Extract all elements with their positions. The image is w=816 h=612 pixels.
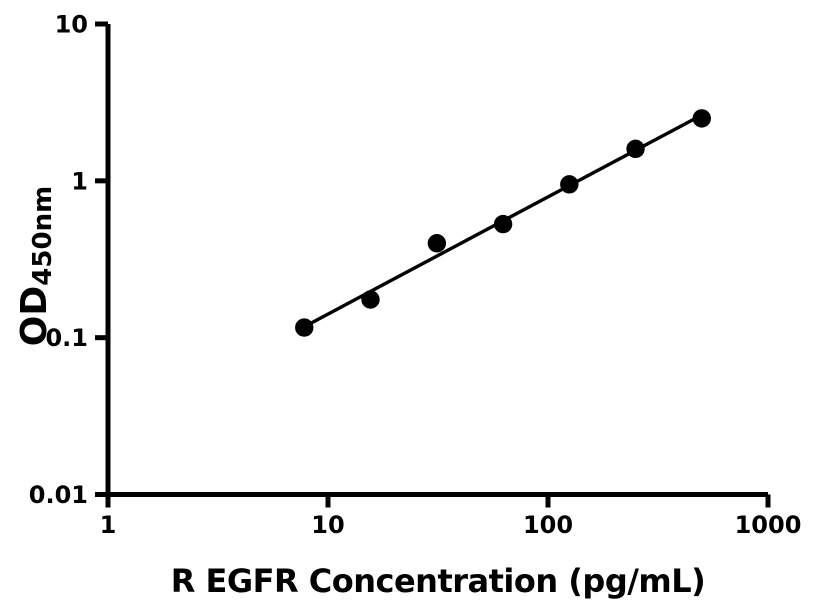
y-tick-label: 0.1 — [45, 324, 88, 352]
x-tick-label: 100 — [523, 511, 573, 539]
data-point — [295, 318, 314, 337]
axis-spines — [105, 24, 768, 497]
data-point — [626, 139, 645, 159]
data-point — [427, 234, 447, 253]
y-tick-label: 1 — [71, 167, 88, 195]
x-axis-label: R EGFR Concentration (pg/mL) — [171, 562, 706, 600]
data-point — [692, 109, 711, 128]
y-axis-label-main: OD — [14, 286, 55, 347]
axes: 0.01 0.1 1 10 1 10 100 1000 — [29, 11, 802, 540]
x-tick-label: 1000 — [735, 511, 802, 539]
y-tick-label: 10 — [55, 11, 88, 39]
y-axis-label: OD450nm — [14, 186, 58, 346]
data-point — [560, 175, 579, 194]
y-tick-label: 0.01 — [29, 481, 88, 509]
x-tick-label: 10 — [311, 511, 344, 539]
y-axis-label-subscript: 450nm — [28, 186, 58, 286]
data-point — [493, 214, 513, 234]
x-tick-label: 1 — [100, 511, 117, 539]
data-series — [295, 109, 711, 337]
data-point — [361, 290, 380, 309]
